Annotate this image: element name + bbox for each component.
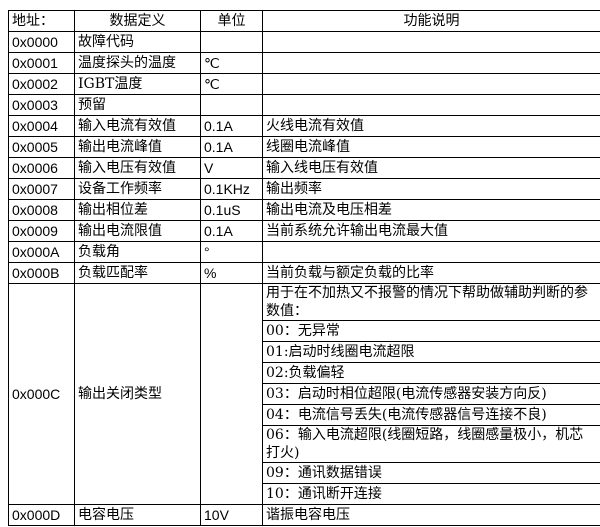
table-row: 0x0000 故障代码 — [8, 31, 600, 53]
definition-cell: 输出相位差 — [74, 199, 201, 221]
definition-cell: 输入电流有效值 — [74, 115, 201, 137]
code-item: 04：电流信号丢失(电流传感器信号连接不良) — [262, 404, 600, 426]
header-address: 地址： — [8, 10, 75, 32]
description-cell — [262, 31, 600, 53]
description-cell: 当前系统允许输出电流最大值 — [262, 220, 600, 242]
address-cell: 0x000A — [8, 241, 75, 263]
unit-cell — [200, 283, 263, 505]
header-description: 功能说明 — [262, 10, 600, 32]
unit-cell: 0.1KHz — [200, 178, 263, 200]
address-cell: 0x0009 — [8, 220, 75, 242]
code-item: 06：输入电流超限(线圈短路，线圈感量极小，机芯打火) — [262, 425, 600, 463]
unit-cell: ° — [200, 241, 263, 263]
description-cell: 输出电流及电压相差 — [262, 199, 600, 221]
table-row: 0x0007 设备工作频率 0.1KHz 输出频率 — [8, 178, 600, 200]
description-cell: 火线电流有效值 — [262, 115, 600, 137]
header-row: 地址： 数据定义 单位 功能说明 — [8, 10, 600, 32]
unit-cell — [200, 94, 263, 116]
description-cell — [262, 73, 600, 95]
header-definition: 数据定义 — [74, 10, 201, 32]
description-cell: 输入线电压有效值 — [262, 157, 600, 179]
address-cell: 0x000D — [8, 504, 75, 526]
address-cell: 0x0005 — [8, 136, 75, 158]
code-item: 10：通讯断开连接 — [262, 483, 600, 505]
code-item: 00：无异常 — [262, 320, 600, 342]
table-row: 0x000B 负载匹配率% 当前负载与额定负载的比率 — [8, 262, 600, 284]
unit-cell — [200, 31, 263, 53]
description-cell: 输出频率 — [262, 178, 600, 200]
description-cell — [262, 241, 600, 263]
table-row: 0x000D 电容电压 10V 谐振电容电压 — [8, 504, 600, 526]
address-cell: 0x0001 — [8, 52, 75, 74]
unit-cell: 10V — [200, 504, 263, 526]
table-row: 0x0009 输出电流限值 0.1A 当前系统允许输出电流最大值 — [8, 220, 600, 242]
table-row: 0x0008 输出相位差 0.1uS 输出电流及电压相差 — [8, 199, 600, 221]
address-cell: 0x0007 — [8, 178, 75, 200]
table-row: 0x000C 输出关闭类型 用于在不加热又不报警的情况下帮助做辅助判断的参数值： — [8, 283, 600, 505]
description-cell — [262, 52, 600, 74]
definition-cell: 设备工作频率 — [74, 178, 201, 200]
table-row: 0x0005 输出电流峰值 0.1A 线圈电流峰值 — [8, 136, 600, 158]
table-row: 0x0001 温度探头的温度 ℃ — [8, 52, 600, 74]
code-item: 02:负载偏轻 — [262, 362, 600, 384]
unit-cell: 0.1A — [200, 136, 263, 158]
unit-cell: % — [200, 262, 263, 284]
definition-cell: 输出电流限值 — [74, 220, 201, 242]
address-cell: 0x000C — [8, 283, 75, 505]
unit-cell: V — [200, 157, 263, 179]
description-intro: 用于在不加热又不报警的情况下帮助做辅助判断的参数值： — [262, 283, 600, 321]
table-row: 0x000A 负载角 ° — [8, 241, 600, 263]
description-cell: 谐振电容电压 — [262, 504, 600, 526]
description-cell: 线圈电流峰值 — [262, 136, 600, 158]
definition-cell: 电容电压 — [74, 504, 201, 526]
table-row: 0x0006 输入电压有效值 V 输入线电压有效值 — [8, 157, 600, 179]
register-table: 地址： 数据定义 单位 功能说明 0x0000 故障代码 0x0001 温度探头的温度… — [8, 10, 600, 526]
unit-cell: 0.1uS — [200, 199, 263, 221]
address-cell: 0x0006 — [8, 157, 75, 179]
unit-cell: ℃ — [200, 73, 263, 95]
unit-cell: 0.1A — [200, 220, 263, 242]
unit-cell: ℃ — [200, 52, 263, 74]
code-item: 09：通讯数据错误 — [262, 462, 600, 484]
definition-cell: IGBT温度 — [74, 73, 201, 95]
description-cell: 当前负载与额定负载的比率 — [262, 262, 600, 284]
unit-cell: 0.1A — [200, 115, 263, 137]
address-cell: 0x0000 — [8, 31, 75, 53]
definition-cell: 故障代码 — [74, 31, 201, 53]
address-cell: 0x0003 — [8, 94, 75, 116]
address-cell: 0x0004 — [8, 115, 75, 137]
definition-cell: 输入电压有效值 — [74, 157, 201, 179]
definition-cell: 预留 — [74, 94, 201, 116]
address-cell: 0x0002 — [8, 73, 75, 95]
table-row: 0x0003 预留 — [8, 94, 600, 116]
table-row: 0x0002 IGBT温度 ℃ — [8, 73, 600, 95]
definition-cell: 负载角 — [74, 241, 201, 263]
definition-cell: 输出电流峰值 — [74, 136, 201, 158]
definition-cell: 负载匹配率 — [74, 262, 201, 284]
definition-cell: 输出关闭类型 — [74, 283, 201, 505]
address-cell: 0x0008 — [8, 199, 75, 221]
table-row: 0x0004 输入电流有效值 0.1A 火线电流有效值 — [8, 115, 600, 137]
address-cell: 0x000B — [8, 262, 75, 284]
code-item: 03：启动时相位超限(电流传感器安装方向反) — [262, 383, 600, 405]
header-unit: 单位 — [200, 10, 263, 32]
description-cell — [262, 94, 600, 116]
definition-cell: 温度探头的温度 — [74, 52, 201, 74]
code-item: 01:启动时线圈电流超限 — [262, 341, 600, 363]
